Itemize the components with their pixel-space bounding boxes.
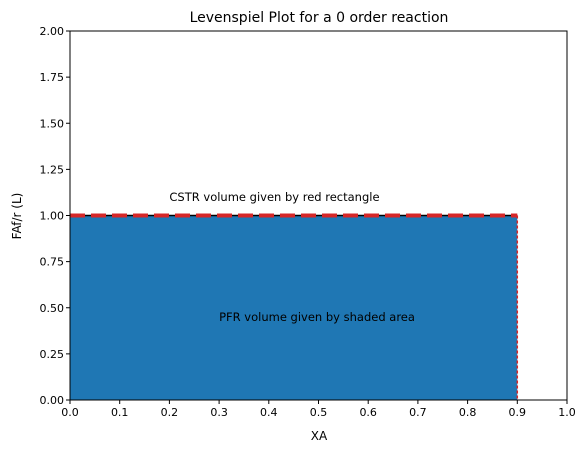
x-tick-label: 0.6	[359, 406, 377, 419]
x-tick-label: 0.9	[509, 406, 527, 419]
x-tick-label: 0.3	[210, 406, 228, 419]
x-axis-label: XA	[311, 429, 328, 443]
y-tick-label: 1.00	[40, 210, 65, 223]
x-tick-label: 0.0	[61, 406, 79, 419]
x-tick-label: 1.0	[558, 406, 576, 419]
plot-area	[70, 213, 519, 400]
y-axis-label: FAf/r (L)	[10, 193, 24, 240]
x-tick-label: 0.7	[409, 406, 427, 419]
y-tick-label: 2.00	[40, 25, 65, 38]
y-tick-label: 0.25	[40, 348, 65, 361]
x-tick-label: 0.1	[111, 406, 129, 419]
annotation-label: CSTR volume given by red rectangle	[169, 190, 379, 204]
x-tick-label: 0.5	[310, 406, 328, 419]
y-tick-label: 1.25	[40, 163, 65, 176]
x-axis-ticks: 0.0 0.1 0.2 0.3 0.4 0.5 0.6 0.7 0.8 0.9 1.0	[61, 400, 576, 419]
x-tick-label: 0.2	[161, 406, 179, 419]
y-tick-label: 1.75	[40, 71, 65, 84]
y-tick-label: 1.50	[40, 117, 65, 130]
annotation-label: PFR volume given by shaded area	[219, 310, 415, 324]
chart-title: Levenspiel Plot for a 0 order reaction	[190, 10, 449, 26]
y-tick-label: 0.75	[40, 256, 65, 269]
annotations: CSTR volume given by red rectangle PFR vo…	[169, 190, 415, 324]
pfr-shaded-area	[70, 215, 518, 400]
y-axis-ticks: 0.00 0.25 0.50 0.75 1.00 1.25 1.50 1.75 2.00	[40, 25, 70, 407]
y-tick-label: 0.50	[40, 302, 65, 315]
axes-frame	[69, 30, 568, 401]
y-tick-label: 0.00	[40, 394, 65, 407]
x-tick-label: 0.8	[459, 406, 477, 419]
x-tick-label: 0.4	[260, 406, 278, 419]
